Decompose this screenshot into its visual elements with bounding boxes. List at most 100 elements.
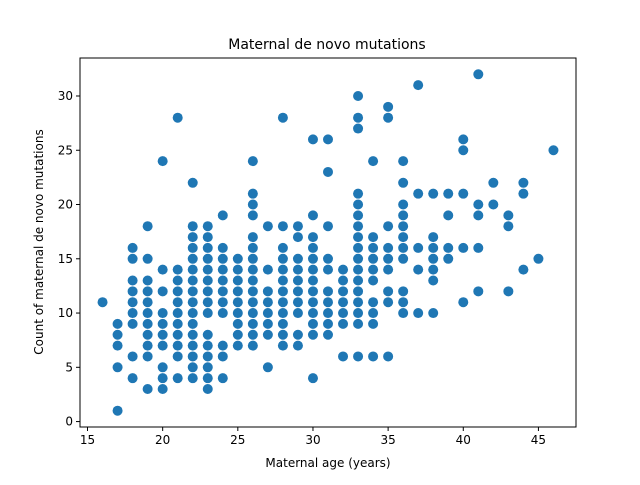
data-point bbox=[127, 297, 138, 308]
data-point bbox=[443, 253, 454, 264]
data-point bbox=[488, 177, 499, 188]
data-point bbox=[473, 286, 484, 297]
data-point bbox=[277, 340, 288, 351]
data-point bbox=[172, 351, 183, 362]
data-point bbox=[217, 264, 228, 275]
data-point bbox=[172, 329, 183, 340]
data-point bbox=[307, 297, 318, 308]
data-point bbox=[187, 373, 198, 384]
data-point bbox=[232, 253, 243, 264]
data-point bbox=[428, 264, 439, 275]
data-point bbox=[187, 221, 198, 232]
data-point bbox=[458, 297, 469, 308]
data-point bbox=[518, 177, 529, 188]
data-point bbox=[187, 340, 198, 351]
y-tick-label: 25 bbox=[58, 143, 73, 157]
data-point bbox=[202, 351, 213, 362]
data-point bbox=[353, 221, 364, 232]
data-point bbox=[217, 253, 228, 264]
data-point bbox=[443, 188, 454, 199]
data-point bbox=[353, 90, 364, 101]
data-point bbox=[247, 210, 258, 221]
data-point bbox=[458, 145, 469, 156]
data-point bbox=[307, 242, 318, 253]
data-point bbox=[172, 308, 183, 319]
data-point bbox=[338, 286, 349, 297]
data-point bbox=[383, 112, 394, 123]
data-point bbox=[142, 275, 153, 286]
data-point bbox=[292, 232, 303, 243]
data-point bbox=[353, 318, 364, 329]
data-point bbox=[307, 253, 318, 264]
data-point bbox=[127, 242, 138, 253]
data-point bbox=[247, 199, 258, 210]
data-point bbox=[473, 242, 484, 253]
data-point bbox=[413, 80, 424, 91]
data-point bbox=[112, 329, 123, 340]
data-point bbox=[518, 188, 529, 199]
data-point bbox=[202, 242, 213, 253]
data-point bbox=[247, 318, 258, 329]
data-point bbox=[247, 253, 258, 264]
data-point bbox=[473, 199, 484, 210]
data-point bbox=[353, 253, 364, 264]
data-point bbox=[202, 275, 213, 286]
data-point bbox=[368, 351, 379, 362]
data-point bbox=[368, 275, 379, 286]
data-point bbox=[232, 308, 243, 319]
data-point bbox=[443, 242, 454, 253]
y-tick-label: 30 bbox=[58, 89, 73, 103]
data-point bbox=[307, 318, 318, 329]
data-point bbox=[307, 210, 318, 221]
data-point bbox=[172, 340, 183, 351]
data-point bbox=[187, 362, 198, 373]
data-point bbox=[353, 297, 364, 308]
data-point bbox=[232, 286, 243, 297]
data-point bbox=[338, 275, 349, 286]
data-point bbox=[142, 221, 153, 232]
data-point bbox=[127, 308, 138, 319]
data-point bbox=[187, 242, 198, 253]
data-point bbox=[142, 253, 153, 264]
data-point bbox=[232, 329, 243, 340]
data-point bbox=[217, 242, 228, 253]
data-point bbox=[292, 340, 303, 351]
data-point bbox=[353, 210, 364, 221]
data-point bbox=[307, 232, 318, 243]
data-point bbox=[142, 308, 153, 319]
data-point bbox=[307, 286, 318, 297]
x-axis: 15 20 25 30 35 40 45 bbox=[80, 427, 546, 447]
data-point bbox=[202, 297, 213, 308]
data-point bbox=[307, 264, 318, 275]
data-point bbox=[338, 318, 349, 329]
data-point bbox=[353, 112, 364, 123]
data-point bbox=[398, 156, 409, 167]
data-point bbox=[187, 318, 198, 329]
y-axis-label: Count of maternal de novo mutations bbox=[32, 129, 46, 354]
data-point bbox=[217, 275, 228, 286]
data-point bbox=[307, 134, 318, 145]
data-point bbox=[323, 329, 333, 340]
data-point bbox=[398, 210, 409, 221]
data-point bbox=[142, 318, 153, 329]
data-point bbox=[232, 340, 243, 351]
data-point bbox=[353, 188, 364, 199]
data-point bbox=[157, 156, 168, 167]
data-point bbox=[262, 264, 273, 275]
data-point bbox=[398, 221, 409, 232]
data-point bbox=[172, 297, 183, 308]
data-point bbox=[353, 308, 364, 319]
data-point bbox=[428, 275, 439, 286]
data-point bbox=[458, 242, 469, 253]
data-point bbox=[277, 329, 288, 340]
data-point bbox=[368, 297, 379, 308]
data-point bbox=[202, 329, 213, 340]
data-point bbox=[247, 232, 258, 243]
data-point bbox=[217, 210, 228, 221]
data-point bbox=[202, 221, 213, 232]
data-point bbox=[247, 340, 258, 351]
data-point bbox=[187, 351, 198, 362]
data-point bbox=[277, 297, 288, 308]
